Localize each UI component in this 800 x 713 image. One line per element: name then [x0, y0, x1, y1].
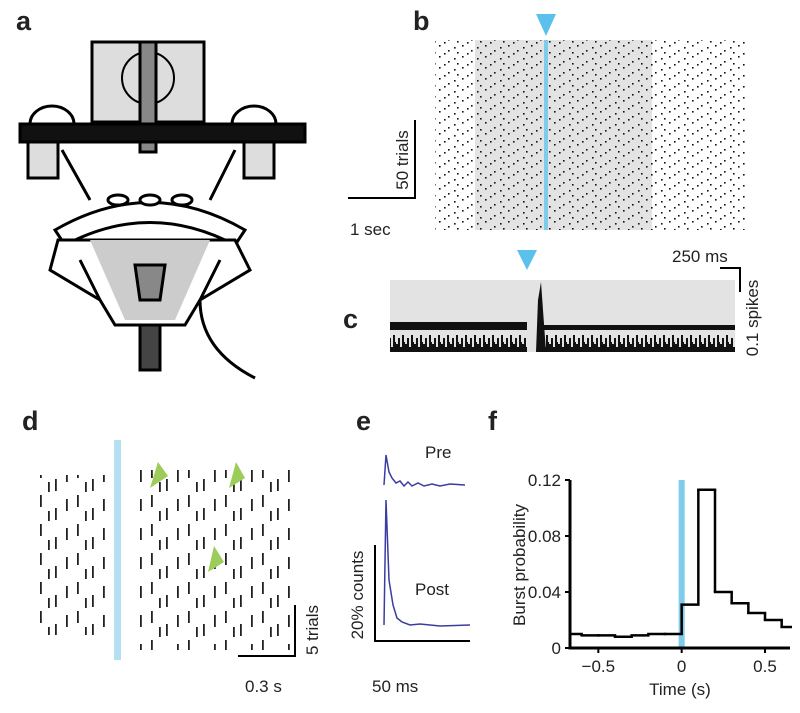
panel-label: d	[22, 406, 39, 436]
panel-label: b	[413, 6, 430, 36]
scale-label: 20% counts	[348, 551, 367, 640]
x-tick-label: 0.5	[753, 657, 777, 676]
scale-label: 5 trials	[303, 605, 322, 655]
scale-label: 1 sec	[350, 220, 391, 239]
raster-b	[348, 14, 745, 230]
panel-label: f	[488, 406, 498, 436]
y-axis-label: Burst probability	[510, 504, 529, 626]
raster-d	[35, 440, 296, 660]
panel-label: e	[356, 406, 371, 436]
x-tick-label: −0.5	[582, 657, 616, 676]
panel-label: a	[16, 6, 32, 36]
y-tick-label: 0.04	[528, 583, 561, 602]
scale-label: 0.3 s	[245, 677, 282, 696]
stimulus-line	[678, 480, 685, 648]
x-axis-label: Time (s)	[649, 680, 711, 699]
isi-e	[374, 454, 471, 642]
psth-c	[390, 250, 741, 352]
panel-label: c	[343, 304, 358, 334]
y-tick-label: 0.12	[528, 471, 561, 490]
scale-label: 0.1 spikes	[743, 280, 762, 357]
y-tick-label: 0.08	[528, 527, 561, 546]
plot-area	[570, 480, 792, 648]
scale-label: 50 ms	[372, 677, 418, 696]
label: Pre	[425, 443, 451, 462]
label: Post	[415, 580, 449, 599]
y-tick-label: 0	[552, 639, 561, 658]
scale-label: 250 ms	[672, 247, 728, 266]
scale-label: 50 trials	[393, 130, 412, 190]
axes	[568, 480, 790, 650]
device-diagram	[18, 40, 307, 380]
x-tick-label: 0	[677, 657, 686, 676]
